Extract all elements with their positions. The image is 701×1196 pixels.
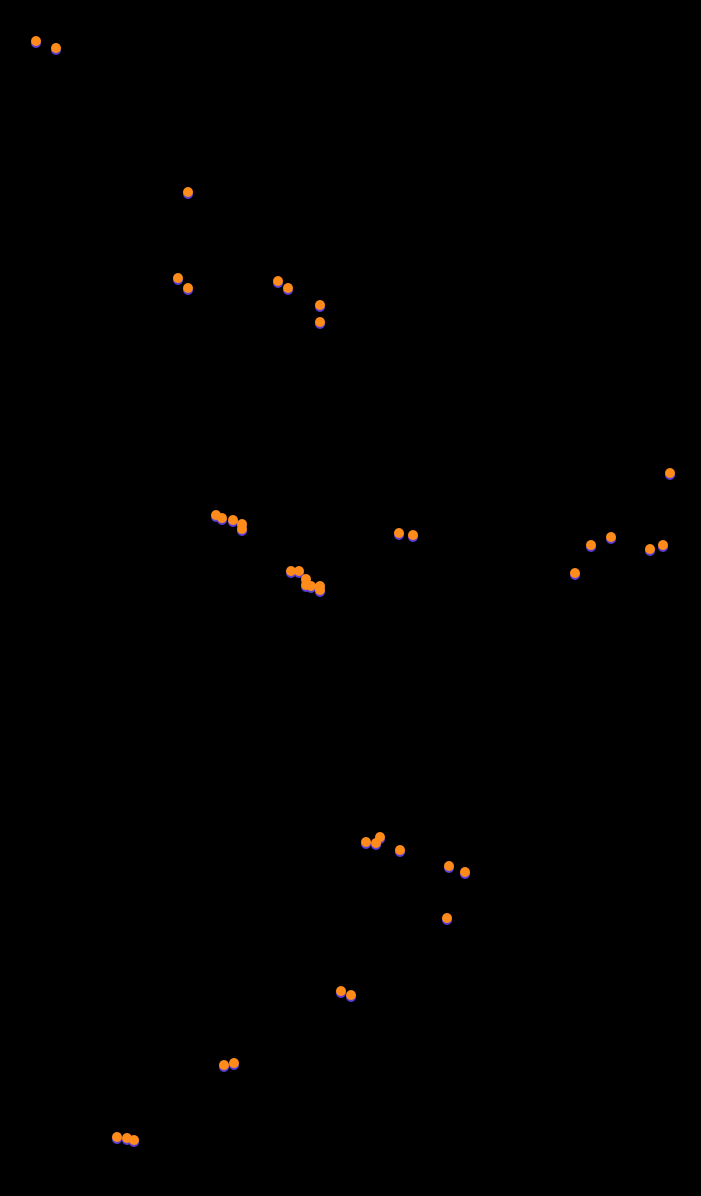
data-point: [294, 566, 304, 576]
data-point: [395, 845, 405, 855]
data-point: [283, 283, 293, 293]
data-point: [183, 283, 193, 293]
data-point: [173, 273, 183, 283]
data-point: [665, 468, 675, 478]
chart-canvas: [0, 0, 701, 1196]
scatter-chart: [0, 0, 701, 1196]
data-point: [217, 513, 227, 523]
data-point: [658, 540, 668, 550]
data-point: [51, 43, 61, 53]
data-point: [228, 515, 238, 525]
data-point: [645, 544, 655, 554]
data-point: [315, 317, 325, 327]
data-point: [306, 581, 316, 591]
data-point: [336, 986, 346, 996]
data-point: [229, 1058, 239, 1068]
data-point: [219, 1060, 229, 1070]
chart-background: [0, 0, 701, 1196]
data-point: [346, 990, 356, 1000]
data-point: [237, 524, 247, 534]
data-point: [112, 1132, 122, 1142]
data-point: [273, 276, 283, 286]
data-point: [361, 837, 371, 847]
data-point: [129, 1135, 139, 1145]
data-point: [408, 530, 418, 540]
data-point: [586, 540, 596, 550]
data-point: [570, 568, 580, 578]
data-point: [444, 861, 454, 871]
data-point: [375, 832, 385, 842]
data-point: [315, 300, 325, 310]
data-point: [442, 913, 452, 923]
data-point: [460, 867, 470, 877]
data-point: [394, 528, 404, 538]
data-point: [606, 532, 616, 542]
data-point: [31, 36, 41, 46]
data-point: [183, 187, 193, 197]
data-point: [315, 585, 325, 595]
